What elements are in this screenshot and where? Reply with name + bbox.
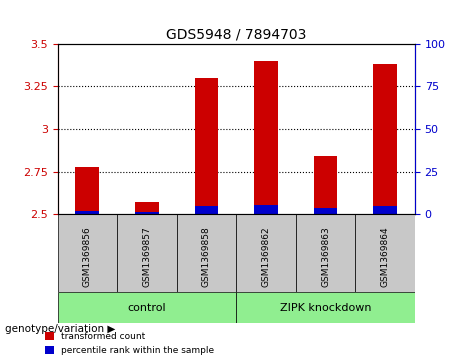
Bar xyxy=(195,78,219,215)
FancyBboxPatch shape xyxy=(177,215,236,292)
FancyBboxPatch shape xyxy=(117,215,177,292)
Bar xyxy=(313,156,337,215)
Text: GSM1369858: GSM1369858 xyxy=(202,226,211,287)
Text: GSM1369856: GSM1369856 xyxy=(83,226,92,287)
Bar xyxy=(135,212,159,215)
Bar xyxy=(76,211,99,215)
Legend: transformed count, percentile rank within the sample: transformed count, percentile rank withi… xyxy=(41,329,218,359)
Bar xyxy=(313,208,337,215)
Title: GDS5948 / 7894703: GDS5948 / 7894703 xyxy=(166,27,307,41)
FancyBboxPatch shape xyxy=(236,215,296,292)
Text: GSM1369857: GSM1369857 xyxy=(142,226,152,287)
Bar xyxy=(373,64,397,215)
Text: GSM1369864: GSM1369864 xyxy=(381,226,390,287)
FancyBboxPatch shape xyxy=(236,292,415,323)
FancyBboxPatch shape xyxy=(296,215,355,292)
Bar xyxy=(254,61,278,215)
Text: GSM1369863: GSM1369863 xyxy=(321,226,330,287)
Text: GSM1369862: GSM1369862 xyxy=(261,226,271,287)
FancyBboxPatch shape xyxy=(58,292,236,323)
Bar xyxy=(195,206,219,215)
Bar xyxy=(76,167,99,215)
Bar xyxy=(373,206,397,215)
Text: genotype/variation ▶: genotype/variation ▶ xyxy=(5,323,115,334)
Text: ZIPK knockdown: ZIPK knockdown xyxy=(280,302,371,313)
Bar xyxy=(135,203,159,215)
Text: control: control xyxy=(128,302,166,313)
FancyBboxPatch shape xyxy=(355,215,415,292)
FancyBboxPatch shape xyxy=(58,215,117,292)
Bar xyxy=(254,205,278,215)
